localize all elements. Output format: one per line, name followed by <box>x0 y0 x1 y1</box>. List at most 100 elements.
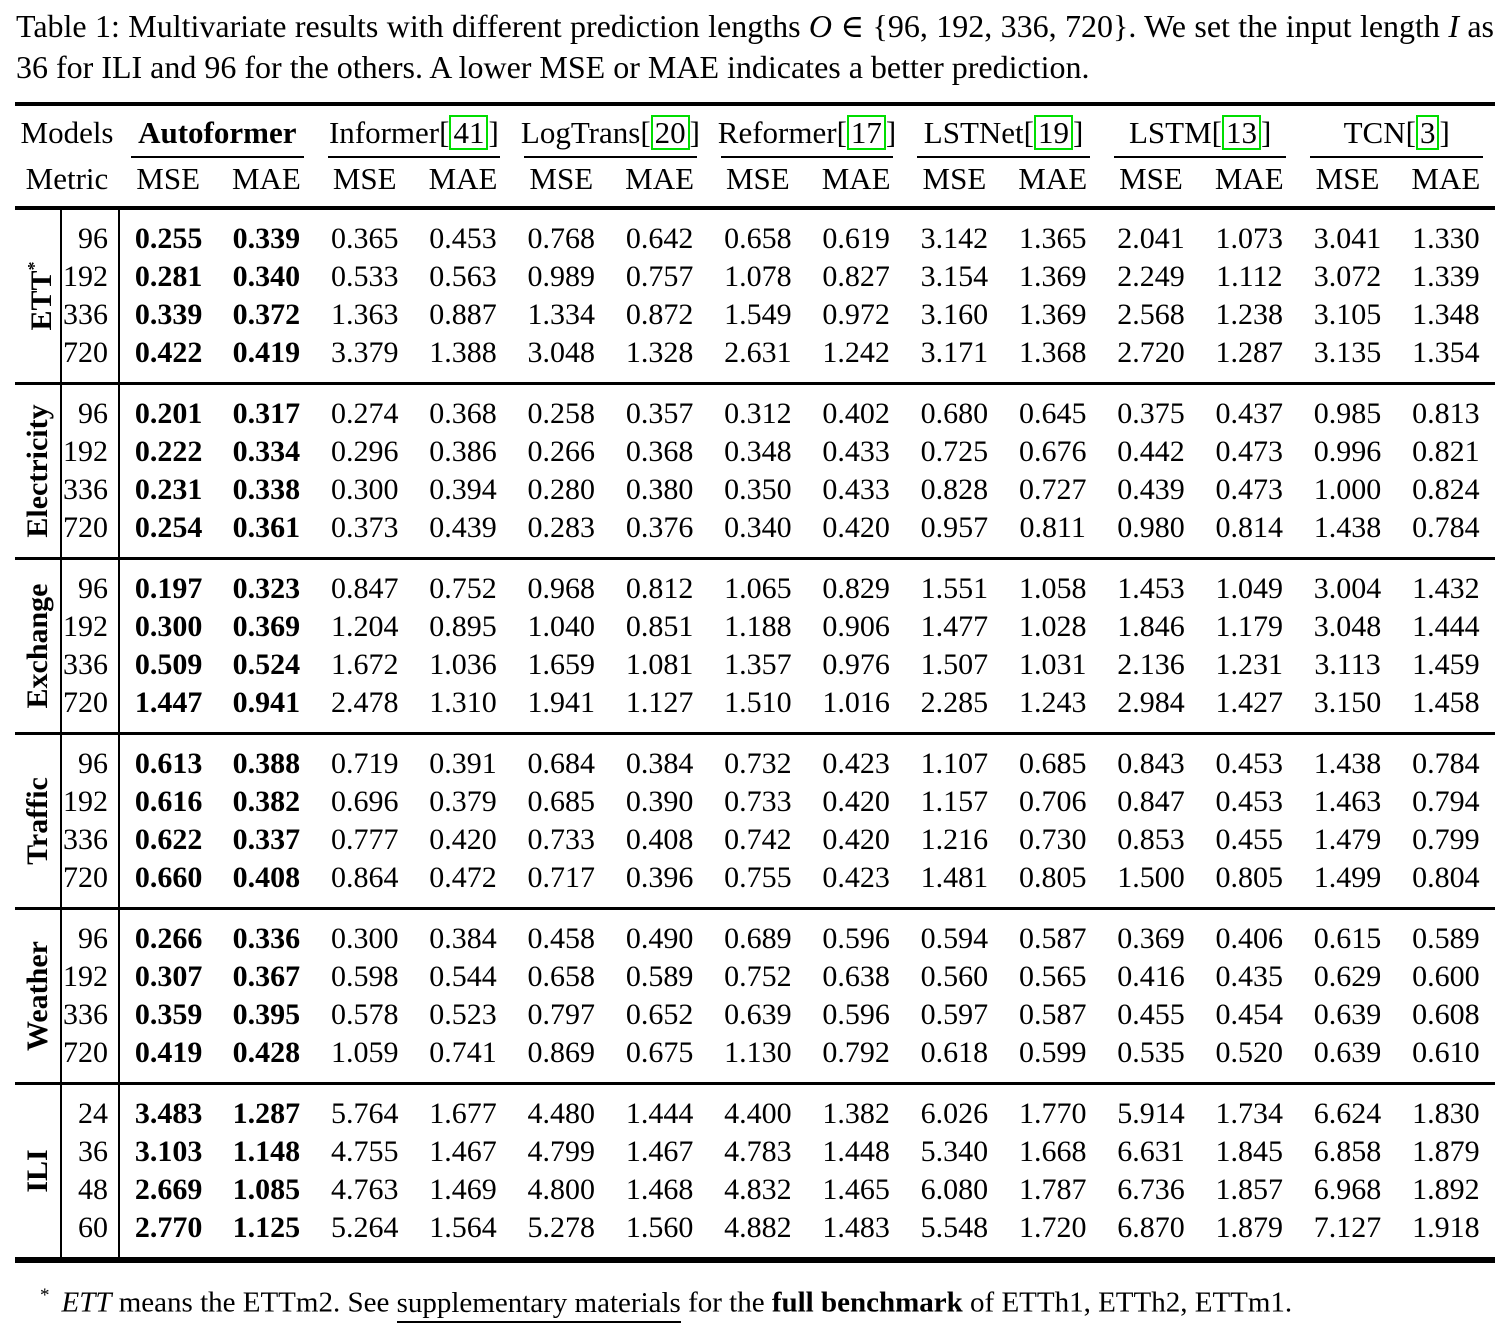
value-cell: 0.420 <box>822 785 890 818</box>
value-cell: 1.564 <box>413 1209 513 1263</box>
value-cell: 0.357 <box>625 397 694 430</box>
value-cell: 1.479 <box>1313 823 1382 856</box>
metric-header-mse-logtrans: MSE <box>512 158 611 210</box>
value-cell: 0.455 <box>1215 823 1284 856</box>
value-cell: 1.459 <box>1412 648 1480 681</box>
table-footnote: * ETT means the ETTm2. See supplementary … <box>40 1277 1490 1323</box>
value-cell: 0.423 <box>807 859 906 910</box>
pred-length-cell: 24 <box>61 1083 120 1133</box>
value-cell: 6.080 <box>920 1173 989 1206</box>
value-cell: 0.941 <box>217 684 316 735</box>
value-cell: 1.242 <box>807 334 906 385</box>
value-cell: 3.379 <box>315 334 414 385</box>
value-cell: 0.652 <box>625 998 694 1031</box>
text-segment: I <box>1448 8 1459 44</box>
value-cell: 4.480 <box>527 1097 596 1130</box>
text-segment: means the ETTm2. See <box>111 1286 397 1319</box>
value-cell: 0.384 <box>625 747 694 780</box>
value-cell: 6.624 <box>1313 1097 1382 1130</box>
model-underline <box>720 156 894 158</box>
text-segment: for the <box>680 1286 772 1319</box>
metric-header-mae-lstm: MAE <box>1200 158 1299 210</box>
value-cell: 0.312 <box>724 397 792 430</box>
group-label-traffic: Traffic <box>15 733 62 910</box>
value-cell: 0.799 <box>1412 823 1480 856</box>
citation-link-informer[interactable]: 41 <box>449 115 489 150</box>
value-cell: 0.619 <box>822 222 890 255</box>
value-cell: 1.438 <box>1313 747 1382 780</box>
value-cell: 0.615 <box>1313 922 1382 955</box>
value-cell: 1.369 <box>1018 260 1087 293</box>
value-cell: 0.684 <box>527 747 596 780</box>
model-header-autoformer: Autoformer <box>119 102 316 158</box>
value-cell: 1.148 <box>232 1135 301 1168</box>
rotated-dataset-label: ETT* <box>23 261 58 331</box>
citation-link-lstnet[interactable]: 19 <box>1034 115 1073 150</box>
text-segment: O <box>808 8 833 44</box>
model-name: LogTrans <box>520 115 641 150</box>
value-cell: 0.365 <box>330 222 399 255</box>
value-cell: 1.127 <box>610 684 709 735</box>
model-header-logtrans: LogTrans[20] <box>512 102 709 158</box>
table-row-ett-720: 720 0.422 0.419 3.379 1.388 3.048 1.328 2.631 1.… <box>15 334 1495 385</box>
value-cell: 0.658 <box>527 960 596 993</box>
value-cell: 1.481 <box>905 859 1004 910</box>
value-cell: 0.828 <box>920 473 989 506</box>
value-cell: 1.125 <box>217 1209 316 1263</box>
value-cell: 3.150 <box>1298 684 1397 735</box>
value-cell: 0.231 <box>134 473 203 506</box>
value-cell: 0.339 <box>232 222 301 255</box>
value-cell: 1.328 <box>610 334 709 385</box>
citation-link-lstm[interactable]: 13 <box>1221 115 1261 150</box>
value-cell: 0.752 <box>429 572 497 605</box>
value-cell: 0.851 <box>625 610 694 643</box>
citation-link-tcn[interactable]: 3 <box>1415 115 1440 150</box>
pred-length-cell: 96 <box>61 383 120 433</box>
value-cell: 0.821 <box>1412 435 1480 468</box>
value-cell: 0.254 <box>119 509 218 560</box>
value-cell: 1.857 <box>1215 1173 1284 1206</box>
value-cell: 0.348 <box>724 435 792 468</box>
value-cell: 0.805 <box>1003 859 1102 910</box>
value-cell: 0.382 <box>232 785 301 818</box>
value-cell: 3.105 <box>1313 298 1382 331</box>
value-cell: 0.645 <box>1018 397 1087 430</box>
metric-header-mse-tcn: MSE <box>1298 158 1397 210</box>
value-cell: 3.048 <box>1313 610 1382 643</box>
citation-link-logtrans[interactable]: 20 <box>650 115 690 150</box>
pred-length-cell: 192 <box>61 783 120 821</box>
rotated-dataset-label: ILI <box>20 1149 54 1193</box>
value-cell: 5.340 <box>920 1135 989 1168</box>
table-row-weather-192: 192 0.307 0.367 0.598 0.544 0.658 0.589 0.752 0.… <box>15 958 1495 996</box>
value-cell: 1.483 <box>807 1209 906 1263</box>
value-cell: 0.472 <box>413 859 513 910</box>
value-cell: 0.433 <box>822 473 890 506</box>
value-cell: 0.608 <box>1412 998 1480 1031</box>
value-cell: 0.730 <box>1018 823 1087 856</box>
value-cell: 2.478 <box>315 684 414 735</box>
value-cell: 0.794 <box>1412 785 1480 818</box>
pred-length-cell: 192 <box>61 433 120 471</box>
value-cell: 0.727 <box>1018 473 1087 506</box>
pred-length-cell: 192 <box>61 608 120 646</box>
value-cell: 3.113 <box>1314 648 1381 681</box>
value-cell: 1.879 <box>1412 1135 1480 1168</box>
value-cell: 0.675 <box>610 1034 709 1085</box>
value-cell: 1.467 <box>625 1135 694 1168</box>
value-cell: 0.376 <box>610 509 709 560</box>
citation-link-reformer[interactable]: 17 <box>846 115 886 150</box>
value-cell: 1.500 <box>1101 859 1201 910</box>
text-segment: as 36 for ILI and 96 for the others. A l… <box>16 8 1495 85</box>
value-cell: 0.375 <box>1117 397 1185 430</box>
supplementary-materials-link[interactable]: supplementary materials <box>396 1286 681 1323</box>
value-cell: 3.103 <box>134 1135 203 1168</box>
metric-header-mae-tcn: MAE <box>1396 158 1495 210</box>
value-cell: 1.444 <box>1412 610 1480 643</box>
value-cell: 0.629 <box>1313 960 1382 993</box>
model-underline <box>131 156 304 158</box>
value-cell: 1.287 <box>232 1097 301 1130</box>
value-cell: 1.720 <box>1003 1209 1102 1263</box>
text-segment: of ETTh1, ETTh2, ETTm1. <box>962 1286 1293 1319</box>
value-cell: 2.669 <box>134 1173 203 1206</box>
value-cell: 1.467 <box>429 1135 497 1168</box>
